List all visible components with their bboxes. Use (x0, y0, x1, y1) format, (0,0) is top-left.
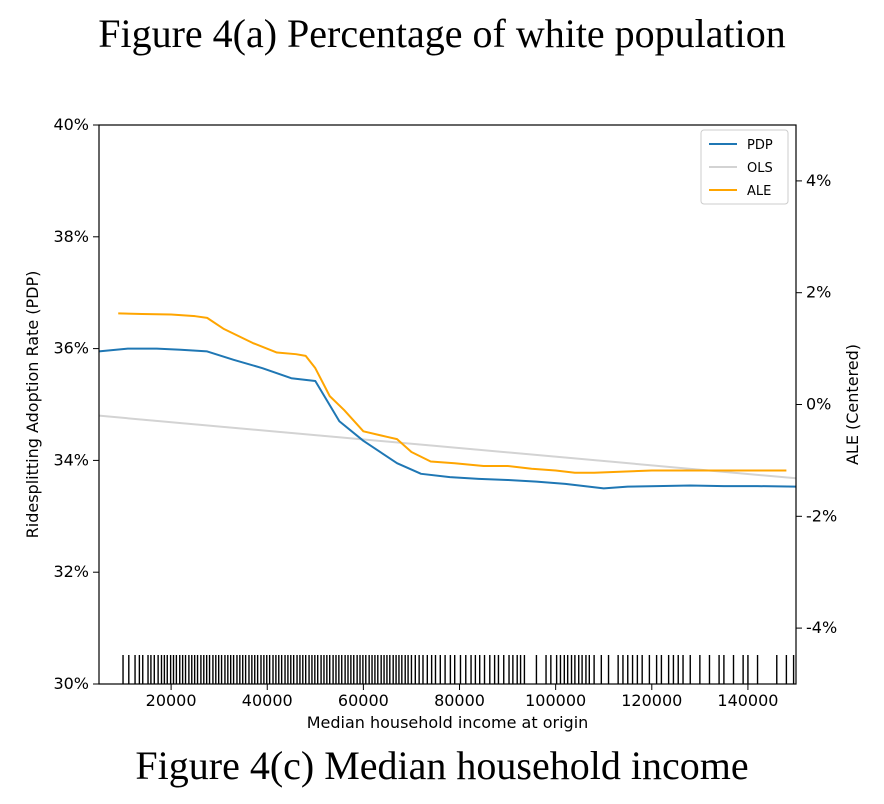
y-right-tick-label: 2% (806, 283, 831, 302)
y-left-tick-label: 38% (53, 227, 89, 246)
y-left-tick-label: 36% (53, 339, 89, 358)
y-left-tick-label: 34% (53, 450, 89, 469)
rug-plot (122, 655, 795, 684)
x-tick-label: 100000 (525, 691, 586, 710)
x-tick-label: 20000 (146, 691, 197, 710)
axis-ticks: 20000 40000 60000 80000 100000 120000 140000 30… (53, 115, 837, 710)
series-ale-line (118, 312, 787, 474)
plot-frame (98, 124, 797, 685)
y-right-tick-label: -4% (806, 618, 837, 637)
legend-label-pdp: PDP (747, 138, 773, 153)
x-tick-label: 80000 (434, 691, 485, 710)
series-ols-line (98, 414, 797, 480)
y-left-tick-label: 40% (53, 115, 89, 134)
x-tick-label: 120000 (621, 691, 682, 710)
x-tick-label: 60000 (338, 691, 389, 710)
y-axis-left-label: Ridesplitting Adoption Rate (PDP) (23, 271, 42, 539)
y-axis-right-label: ALE (Centered) (843, 344, 862, 465)
y-right-tick-label: 4% (806, 171, 831, 190)
y-left-tick-label: 32% (53, 562, 89, 581)
legend: PDP OLS ALE (700, 129, 789, 205)
x-tick-label: 140000 (717, 691, 778, 710)
y-right-tick-label: -2% (806, 506, 837, 525)
legend-box (700, 129, 789, 205)
legend-label-ols: OLS (747, 161, 773, 176)
x-axis-label: Median household income at origin (307, 713, 589, 732)
y-right-tick-label: 0% (806, 395, 831, 414)
series-pdp-line (98, 347, 797, 490)
y-left-tick-label: 30% (53, 674, 89, 693)
legend-label-ale: ALE (747, 184, 771, 199)
x-tick-label: 40000 (242, 691, 293, 710)
figure-top-caption: Figure 4(a) Percentage of white populati… (98, 11, 786, 56)
series-layer (98, 312, 797, 490)
figure-bottom-caption: Figure 4(c) Median household income (135, 743, 749, 788)
